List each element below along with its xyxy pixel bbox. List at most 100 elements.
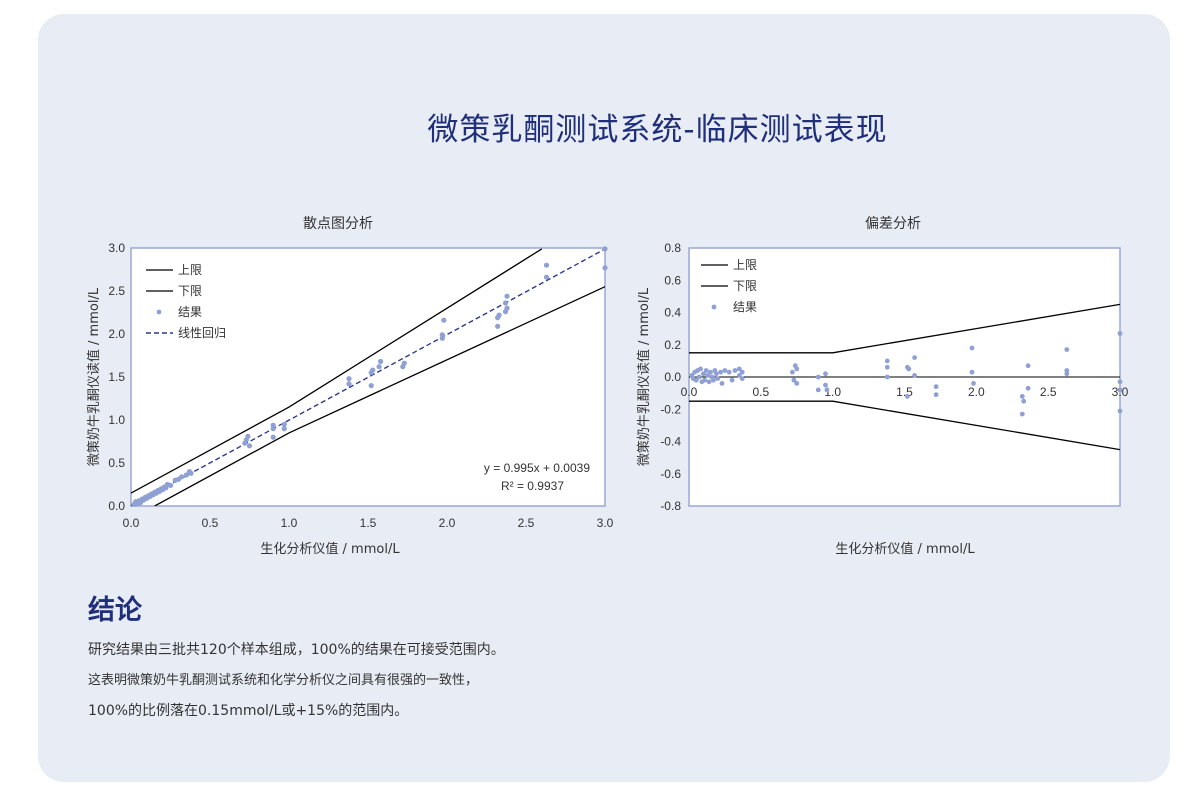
- chart2-xtick-label: 2.5: [1040, 385, 1057, 399]
- chart1-data-point: [504, 293, 510, 299]
- chart2-data-point: [790, 369, 795, 375]
- chart2-data-point: [884, 364, 890, 370]
- chart1-legend-label: 结果: [178, 305, 202, 319]
- chart2-ytick-label: 0.6: [664, 273, 681, 287]
- chart1-data-point: [401, 360, 407, 366]
- chart2-data-point: [701, 371, 706, 377]
- chart2-ytick-label: 0.4: [664, 306, 681, 320]
- chart2-data-point: [702, 377, 708, 383]
- chart1-regression-line: [131, 248, 605, 506]
- chart2-data-point: [1117, 331, 1123, 336]
- chart1-ytick-label: 0.0: [108, 499, 125, 513]
- chart2-data-point: [1117, 387, 1123, 393]
- chart1-ytick-label: 2.5: [108, 284, 125, 298]
- chart1-ytick-label: 2.0: [108, 327, 125, 341]
- chart2-data-point: [1117, 408, 1123, 414]
- chart2-data-point: [824, 387, 830, 393]
- chart2-data-point: [884, 358, 890, 364]
- chart2-lower-limit-line: [689, 400, 1120, 451]
- chart1-data-point: [167, 482, 174, 488]
- chart2-data-point: [912, 355, 917, 360]
- chart2-data-point: [794, 381, 800, 386]
- chart2-data-point: [823, 371, 828, 377]
- conclusion-line-3: 100%的比例落在0.15mmol/L或+15%的范围内。: [88, 703, 409, 719]
- chart2-ytick-label: -0.4: [660, 435, 681, 449]
- chart1-title: 散点图分析: [303, 216, 373, 232]
- chart2-data-point: [971, 381, 976, 386]
- chart2-data-point: [706, 379, 712, 385]
- chart2-data-point: [722, 368, 728, 373]
- chart1-xlabel: 生化分析仪值 / mmol/L: [260, 541, 400, 557]
- chart2-data-point: [969, 369, 975, 375]
- chart2-data-point: [739, 369, 745, 375]
- chart2-data-point: [794, 366, 800, 372]
- chart1-data-point: [543, 274, 550, 280]
- chart2-data-point: [884, 374, 890, 380]
- chart1-data-point: [543, 262, 550, 268]
- chart2-data-point: [1064, 368, 1070, 373]
- chart1-xtick-label: 0.0: [123, 516, 140, 530]
- chart2-data-point: [736, 366, 742, 372]
- chart2-data-point: [912, 373, 917, 378]
- chart2-data-point: [729, 377, 735, 383]
- chart2-data-point: [693, 377, 699, 383]
- chart2-data-point: [1025, 363, 1031, 369]
- chart1-r-squared-label: R² = 0.9937: [501, 479, 564, 493]
- chart2-data-point: [698, 366, 703, 372]
- chart2-title: 偏差分析: [865, 216, 921, 232]
- chart2-data-point: [933, 384, 939, 390]
- chart1-legend-label: 上限: [178, 263, 202, 277]
- chart1-data-point: [504, 305, 510, 311]
- chart1-data-point: [281, 426, 287, 432]
- chart2-ytick-label: -0.8: [660, 499, 681, 513]
- chart2-ylabel: 微策奶牛乳酮仪读值 / mmol/L: [636, 287, 652, 466]
- chart2-xtick-label: 0.5: [752, 385, 769, 399]
- chart1-upper-limit-line: [131, 248, 543, 494]
- chart2-data-point: [969, 345, 975, 351]
- chart2-legend-label: 下限: [733, 279, 757, 293]
- chart2-data-point: [696, 374, 702, 380]
- chart2-ytick-label: 0.0: [664, 370, 681, 384]
- chart1-data-point: [246, 443, 253, 449]
- chart1-xtick-label: 1.0: [281, 516, 298, 530]
- chart1-ytick-label: 1.5: [108, 370, 125, 384]
- chart2-data-point: [905, 394, 910, 399]
- chart2-data-point: [815, 387, 821, 393]
- chart1-ylabel: 微策奶牛乳酮仪读值 / mmol/L: [86, 287, 102, 466]
- chart1-data-point: [439, 332, 445, 338]
- chart1-data-point: [245, 433, 251, 439]
- chart1-equation-label: y = 0.995x + 0.0039: [484, 461, 590, 475]
- chart1-data-point: [441, 317, 447, 323]
- chart1-xtick-label: 0.5: [202, 516, 219, 530]
- chart2-data-point: [791, 377, 797, 383]
- chart2-data-point: [736, 373, 742, 378]
- chart2-ytick-label: -0.2: [660, 402, 681, 416]
- chart1-data-point: [270, 434, 276, 440]
- chart1-data-point: [270, 422, 276, 428]
- chart2-xtick-label: 0.0: [681, 385, 698, 399]
- chart1-xtick-label: 3.0: [597, 516, 614, 530]
- chart2-data-point: [1021, 398, 1027, 404]
- chart1-data-point: [346, 376, 352, 382]
- chart2-data-point: [726, 369, 732, 375]
- chart2-data-point: [1019, 411, 1025, 417]
- chart1-data-point: [370, 367, 376, 373]
- chart2-upper-limit-line: [689, 303, 1120, 354]
- chart1-data-point: [376, 364, 382, 370]
- chart2-data-point: [1019, 394, 1025, 399]
- chart2-ytick-label: 0.2: [664, 338, 681, 352]
- chart2-xtick-label: 2.0: [968, 385, 985, 399]
- chart2-xtick-label: 1.5: [896, 385, 913, 399]
- chart1-ytick-label: 1.0: [108, 413, 125, 427]
- chart1-data-point: [368, 383, 374, 389]
- chart2-data-point: [703, 368, 709, 373]
- chart1-data-point: [602, 265, 608, 271]
- chart2-data-point: [823, 382, 828, 388]
- page-title: 微策乳酮测试系统-临床测试表现: [427, 112, 888, 148]
- chart2-data-point: [713, 371, 719, 377]
- chart1-data-point: [495, 323, 501, 329]
- chart2-data-point: [815, 374, 821, 380]
- chart2-data-point: [718, 369, 723, 375]
- chart2-ytick-label: 0.8: [664, 241, 681, 255]
